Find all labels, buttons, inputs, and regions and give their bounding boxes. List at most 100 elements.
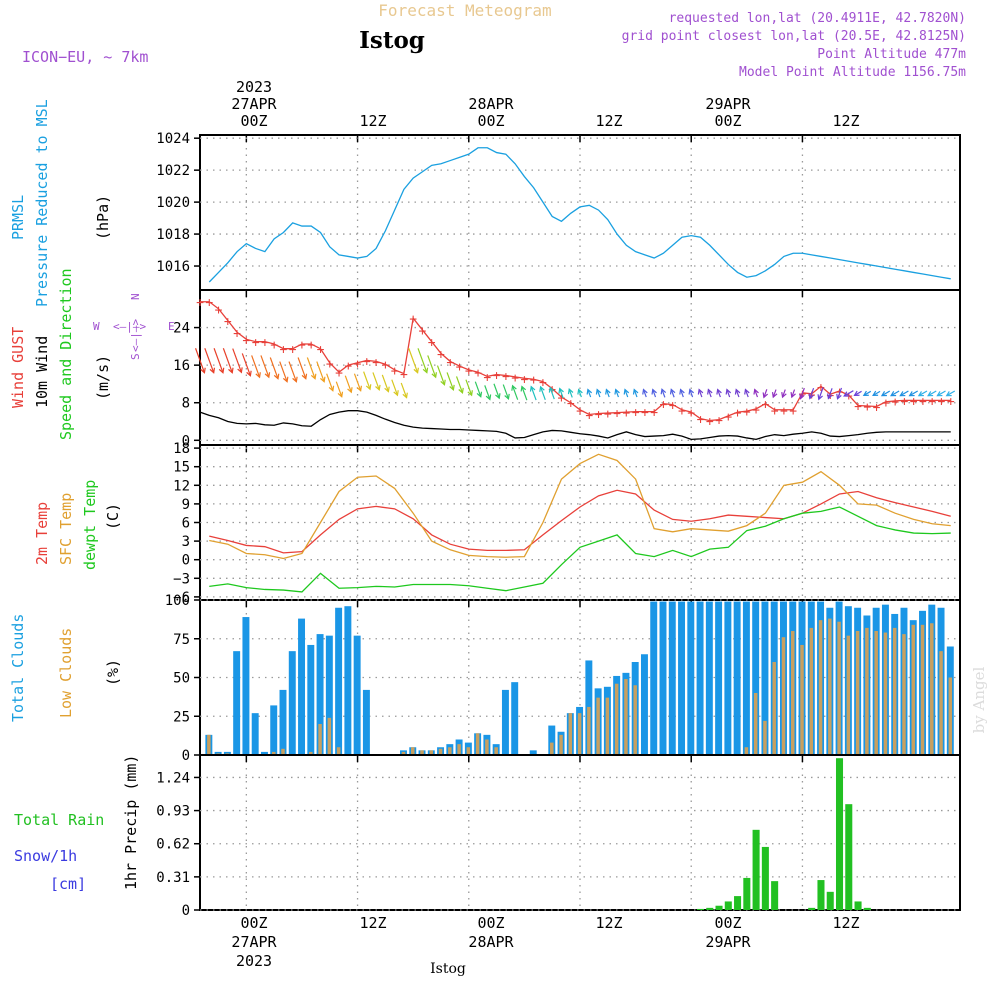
wind-arrow-head — [431, 372, 438, 379]
temperature-ytick-label: −6 — [173, 590, 190, 606]
wind-arrow — [288, 361, 297, 382]
gust-marker: + — [502, 369, 510, 384]
rain-bar — [761, 846, 769, 910]
wind-arrow — [615, 389, 620, 398]
gust-marker: + — [233, 326, 241, 341]
pressure-unit: (hPa) — [94, 195, 112, 240]
low-clouds-bar — [596, 697, 600, 755]
wind-arrow — [726, 389, 731, 398]
precipitation-ytick-label: 0.62 — [156, 837, 190, 853]
wind-arrow-head — [504, 393, 510, 400]
low-clouds-bar — [438, 748, 443, 755]
low-clouds-bar — [457, 744, 461, 755]
low-clouds-bar — [420, 750, 424, 755]
gust-marker: + — [381, 358, 389, 373]
total-clouds-bar — [279, 689, 287, 755]
pressure-ytick-label: 1016 — [156, 259, 190, 275]
wind-arrow-head — [209, 367, 216, 374]
wind-arrow — [836, 387, 843, 399]
gust-marker: + — [706, 415, 714, 430]
wind-arrow-head — [228, 367, 234, 374]
wind-arrow — [763, 389, 768, 398]
wind-arrow — [540, 386, 546, 400]
gust-marker: + — [391, 364, 399, 379]
wind-arrow-head — [790, 392, 796, 399]
wind-arrow — [521, 386, 528, 401]
low-clouds-bar — [902, 634, 906, 755]
rain-bar — [826, 891, 834, 910]
total-clouds-bar — [548, 725, 556, 755]
gust-marker: + — [882, 396, 890, 411]
gust-marker: + — [474, 366, 482, 381]
wind-arrow-head — [347, 387, 353, 394]
wind-arrow-head — [495, 393, 501, 400]
gust-marker: + — [780, 404, 788, 419]
clouds-ytick-label: 50 — [173, 671, 190, 687]
total-clouds-bar — [640, 654, 648, 755]
wind-arrow — [344, 375, 352, 393]
gust-marker: + — [585, 408, 593, 423]
wind-arrow — [559, 388, 564, 399]
clouds-ytick-label: 0 — [182, 748, 190, 764]
low-clouds-bar — [920, 624, 925, 755]
pressure-ytick-label: 1024 — [156, 131, 190, 147]
wind-arrow-head — [255, 372, 261, 379]
gust-marker: + — [669, 399, 677, 414]
wind-arrow-head — [605, 388, 611, 395]
temperature-ytick-label: 6 — [182, 516, 190, 532]
wind-arrow — [596, 389, 601, 398]
gust-marker: + — [409, 312, 417, 327]
wind-arrow — [232, 348, 242, 373]
watermark: by Angel — [970, 666, 988, 733]
wind-arrow-head — [548, 386, 555, 393]
gust-marker: + — [734, 406, 742, 421]
wind-arrow-head — [422, 367, 429, 374]
gust-marker: + — [298, 338, 306, 353]
wind-arrow — [843, 390, 854, 397]
low-clouds-bar — [772, 662, 776, 755]
gust-marker: + — [622, 406, 630, 421]
wind-arrow-head — [282, 376, 289, 383]
rain-bar — [715, 905, 723, 910]
low-clouds-bar — [948, 677, 953, 755]
wind-arrow-head — [623, 388, 630, 395]
total-clouds-bar — [316, 634, 324, 755]
wind-arrow-head — [520, 385, 527, 392]
wind-arrow-head — [781, 392, 787, 399]
gust-marker: + — [604, 407, 612, 422]
top-time-axis: 2023 27APR 00Z 12Z 28APR 00Z 12Z 29APR 0… — [231, 78, 859, 130]
gust-marker: + — [743, 405, 751, 420]
total-clouds-bar — [529, 750, 537, 755]
gust-marker: + — [826, 388, 834, 403]
wind-arrow-head — [586, 388, 593, 395]
wind-arrow-head — [301, 373, 308, 380]
top-axis-date-1: 27APR — [231, 95, 277, 113]
rain-bar — [854, 901, 862, 910]
wind-arrow — [568, 388, 573, 398]
wind-label-dir: Speed and Direction — [57, 268, 75, 440]
bottom-axis-date-3: 29APR — [705, 933, 751, 951]
gust-marker: + — [446, 355, 454, 370]
top-axis-tick-6: 12Z — [832, 112, 859, 130]
gust-marker: + — [761, 398, 769, 413]
wind-arrow-head — [917, 391, 924, 397]
10m-wind-line — [199, 410, 951, 441]
temperature-ytick-label: 12 — [173, 478, 190, 494]
gust-marker: + — [808, 388, 816, 403]
low-clouds-bar — [587, 706, 591, 755]
gust-marker: + — [595, 408, 603, 423]
total-clouds-bar — [733, 601, 741, 755]
wind-arrow-head — [356, 385, 363, 392]
low-clouds-bar — [911, 624, 915, 755]
low-clouds-bar — [763, 720, 767, 755]
gust-marker: + — [483, 370, 491, 385]
temp-label-sfc: SFC Temp — [57, 493, 75, 565]
low-clouds-bar — [318, 724, 322, 755]
wind-arrow-head — [539, 385, 545, 392]
wind-arrow-head — [375, 384, 381, 391]
wind-arrow — [241, 353, 251, 376]
wind-arrow-head — [808, 393, 814, 400]
total-clouds-bar — [752, 601, 760, 755]
wind-arrow — [772, 389, 777, 398]
gust-marker: + — [354, 357, 362, 372]
